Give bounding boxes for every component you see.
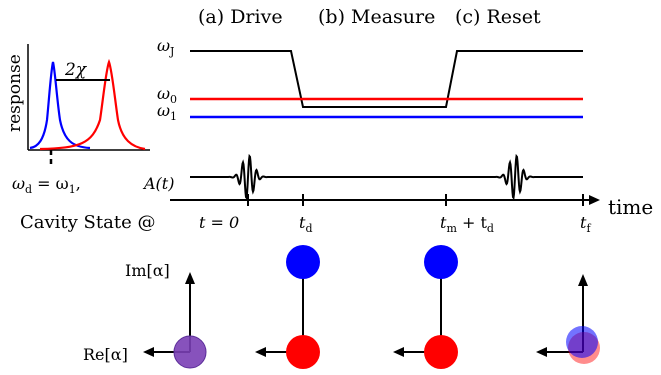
re-axis-arrow <box>536 347 547 357</box>
pulse-trace <box>190 153 583 201</box>
stage-reset-label: (c) Reset <box>455 6 541 28</box>
omega-j-label: ωJ <box>157 36 174 58</box>
omega-j-trace <box>190 50 583 108</box>
excited-state-blob <box>286 335 320 369</box>
im-axis-arrow <box>578 274 588 286</box>
stage-drive-label: (a) Drive <box>198 6 283 28</box>
time-axis-arrow <box>589 195 600 205</box>
td-label: td <box>299 213 312 235</box>
omega-1-label: ω1 <box>157 101 177 123</box>
cavity-state-label: Cavity State @ <box>20 212 155 233</box>
ground-state-blob <box>286 245 320 279</box>
stage-measure-label: (b) Measure <box>318 6 435 28</box>
im-axis-label: Im[α] <box>125 261 170 280</box>
phase-panel-td <box>255 245 320 369</box>
tf-label: tf <box>580 213 591 235</box>
time-axis-label: time <box>608 195 653 219</box>
blue-resonance-curve <box>29 61 91 150</box>
phase-panel-tm <box>393 245 458 369</box>
re-axis-arrow <box>143 347 154 357</box>
re-axis-label: Re[α] <box>83 345 128 364</box>
re-axis-arrow <box>255 347 266 357</box>
red-resonance-curve <box>39 58 146 151</box>
response-inset: response 2χ <box>5 44 150 168</box>
inset-ylabel: response <box>5 54 25 132</box>
phase-panel-t0 <box>143 272 207 369</box>
drive-frequency-label: ωd = ω1, <box>12 174 81 196</box>
im-axis-arrow <box>185 272 195 284</box>
ground-state-blob <box>566 326 598 358</box>
t0-label: t = 0 <box>199 213 239 232</box>
mixed-state-blob <box>173 335 207 369</box>
omega-0-label: ω0 <box>157 84 177 106</box>
tm-label: tm + td <box>440 213 494 235</box>
ground-state-blob <box>424 245 458 279</box>
phase-panel-tf <box>536 274 600 364</box>
excited-state-blob <box>424 335 458 369</box>
chi-label: 2χ <box>64 60 88 80</box>
pulse-amplitude-label: A(t) <box>142 174 174 193</box>
re-axis-arrow <box>393 347 404 357</box>
